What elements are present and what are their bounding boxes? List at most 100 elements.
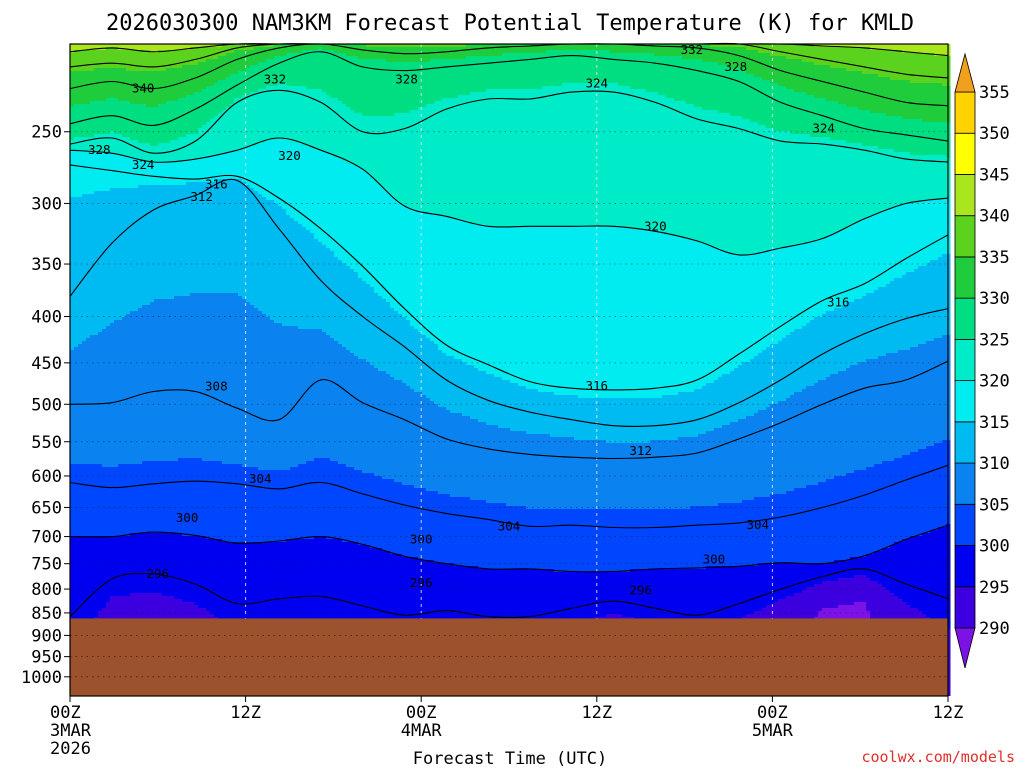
fill-cell: [182, 185, 187, 297]
fill-cell: [786, 398, 791, 492]
fill-cell: [134, 44, 139, 51]
fill-cell: [858, 110, 863, 144]
fill-cell: [378, 116, 383, 186]
fill-cell: [650, 230, 655, 399]
fill-cell: [322, 44, 327, 51]
fill-cell: [522, 386, 527, 432]
fill-cell: [258, 62, 263, 90]
fill-cell: [814, 584, 819, 618]
fill-cell: [418, 332, 423, 393]
fill-cell: [238, 50, 243, 72]
fill-cell: [662, 509, 667, 570]
fill-cell: [802, 326, 807, 390]
fill-cell: [794, 392, 799, 489]
fill-cell: [646, 569, 651, 624]
fill-cell: [674, 395, 679, 441]
fill-cell: [478, 224, 483, 372]
fill-cell: [670, 509, 675, 570]
fill-cell: [78, 197, 83, 345]
fill-cell: [634, 443, 639, 510]
fill-cell: [222, 152, 227, 180]
credit-link[interactable]: coolwx.com/models: [861, 748, 1015, 766]
fill-cell: [654, 92, 659, 231]
y-tick-label: 500: [31, 395, 62, 415]
fill-cell: [118, 464, 123, 537]
fill-cell: [422, 335, 427, 396]
fill-cell: [198, 158, 203, 183]
ground-below-surface: [70, 618, 948, 696]
fill-cell: [150, 71, 155, 108]
fill-cell: [778, 248, 783, 342]
colorbar-label: 340: [979, 207, 1010, 227]
fill-cell: [86, 104, 91, 138]
fill-cell: [534, 89, 539, 228]
fill-cell: [538, 89, 543, 228]
fill-cell: [258, 542, 263, 627]
fill-cell: [202, 47, 207, 63]
theta-color-fill: [70, 44, 951, 696]
fill-cell: [98, 191, 103, 333]
fill-cell: [98, 152, 103, 192]
fill-cell: [806, 134, 811, 243]
fill-cell: [118, 536, 123, 597]
fill-cell: [858, 47, 863, 72]
fill-cell: [878, 464, 883, 552]
fill-cell: [438, 494, 443, 564]
fill-cell: [670, 44, 675, 57]
fill-cell: [74, 347, 79, 465]
fill-cell: [266, 200, 271, 318]
fill-cell: [90, 101, 95, 138]
fill-cell: [606, 443, 611, 510]
fill-cell: [322, 92, 327, 153]
fill-cell: [474, 500, 479, 567]
fill-cell: [90, 536, 95, 624]
fill-cell: [466, 95, 471, 222]
fill-cell: [638, 443, 643, 510]
fill-cell: [90, 335, 95, 465]
fill-cell: [590, 227, 595, 399]
fill-cell: [294, 326, 299, 468]
fill-cell: [434, 404, 439, 492]
fill-cell: [390, 377, 395, 480]
fill-cell: [242, 467, 247, 543]
fill-cell: [346, 164, 351, 267]
fill-cell: [558, 395, 563, 438]
fill-cell: [822, 239, 827, 315]
fill-cell: [758, 77, 763, 126]
fill-cell: [906, 455, 911, 540]
fill-cell: [170, 185, 175, 300]
colorbar-bin: [954, 91, 976, 134]
fill-cell: [598, 572, 603, 618]
fill-cell: [794, 134, 799, 246]
fill-cell: [518, 386, 523, 432]
fill-cell: [882, 587, 887, 648]
fill-cell: [886, 548, 891, 591]
fill-cell: [462, 566, 467, 633]
contour-label: 328: [725, 59, 748, 74]
fill-cell: [834, 374, 839, 477]
fill-cell: [338, 539, 343, 627]
fill-cell: [618, 572, 623, 615]
fill-cell: [794, 44, 799, 60]
fill-cell: [334, 158, 339, 258]
fill-cell: [734, 503, 739, 567]
fill-cell: [646, 230, 651, 399]
fill-cell: [226, 152, 231, 180]
fill-cell: [830, 479, 835, 564]
fill-cell: [710, 431, 715, 507]
fill-cell: [862, 362, 867, 471]
fill-cell: [426, 104, 431, 213]
fill-cell: [466, 566, 471, 633]
fill-cell: [742, 419, 747, 501]
fill-cell: [838, 308, 843, 372]
fill-cell: [874, 464, 879, 552]
fill-cell: [506, 89, 511, 228]
fill-cell: [782, 86, 787, 132]
fill-cell: [70, 140, 75, 150]
fill-cell: [378, 185, 383, 297]
fill-cell: [394, 44, 399, 48]
fill-cell: [194, 458, 199, 537]
fill-cell: [746, 119, 751, 255]
y-tick-label: 1000: [21, 668, 62, 688]
fill-cell: [126, 71, 131, 102]
